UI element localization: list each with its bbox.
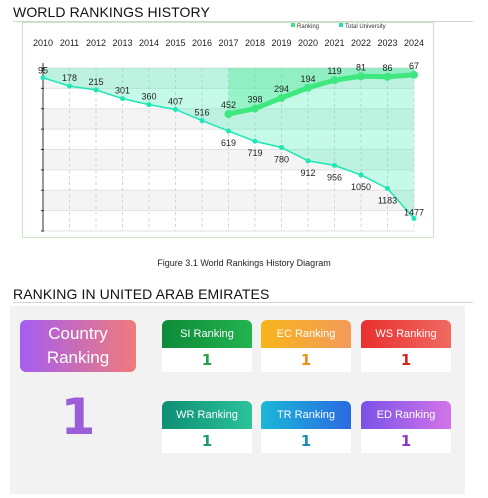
ranking-data-label: 67 xyxy=(409,61,419,71)
chart-caption: Figure 3.1 World Rankings History Diagra… xyxy=(157,258,331,268)
rank-card-value: 1 xyxy=(361,429,451,453)
total-university-point xyxy=(411,215,417,221)
legend-label: Total University xyxy=(345,24,386,30)
total-university-point xyxy=(332,162,337,168)
title-divider xyxy=(13,302,473,303)
x-tick-label: 2013 xyxy=(112,38,132,48)
rankings-chart: 2010 2011 2012 2013 2014 2015 2016 2017 2018 2019… xyxy=(22,22,434,238)
rank-card-header: WR Ranking xyxy=(162,401,252,429)
total-university-data-label: 301 xyxy=(115,86,130,96)
x-tick-label: 2018 xyxy=(245,38,265,48)
total-university-data-label: 719 xyxy=(247,148,262,158)
rank-card-header: EC Ranking xyxy=(261,320,351,348)
ws-ranking-card: WS Ranking 1 xyxy=(361,320,451,372)
rank-card-header: ED Ranking xyxy=(361,401,451,429)
total-university-point xyxy=(226,128,231,134)
rank-card-header: WS Ranking xyxy=(361,320,451,348)
x-tick-label: 2015 xyxy=(165,38,185,48)
tr-ranking-card: TR Ranking 1 xyxy=(261,401,351,453)
x-tick-label: 2016 xyxy=(192,38,212,48)
total-university-data-label: 215 xyxy=(88,77,103,87)
ranking-line xyxy=(226,72,417,117)
rank-card-value: 1 xyxy=(361,348,451,372)
world-rankings-title: WORLD RANKINGS HISTORY xyxy=(13,4,210,20)
x-tick-label: 2012 xyxy=(86,38,106,48)
ec-ranking-card: EC Ranking 1 xyxy=(261,320,351,372)
ranking-data-label: 194 xyxy=(300,74,315,84)
x-tick-label: 2023 xyxy=(377,38,397,48)
ranking-area xyxy=(228,68,414,115)
rank-card-value: 1 xyxy=(261,429,351,453)
x-tick-label: 2024 xyxy=(404,38,424,48)
wr-ranking-card: WR Ranking 1 xyxy=(162,401,252,453)
x-tick-label: 2020 xyxy=(298,38,318,48)
total-university-data-label: 407 xyxy=(168,96,183,106)
total-university-area xyxy=(43,68,414,219)
ranking-point xyxy=(383,72,392,81)
rankings-chart-svg: 2010 2011 2012 2013 2014 2015 2016 2017 2018 2019… xyxy=(33,23,424,232)
total-university-point xyxy=(40,75,46,81)
total-university-data-label: 95 xyxy=(38,66,48,76)
total-university-point xyxy=(385,186,390,192)
ranking-data-label: 86 xyxy=(382,63,392,73)
plot-band xyxy=(43,129,414,150)
title-divider xyxy=(13,21,473,22)
x-tick-label: 2010 xyxy=(33,38,53,48)
total-university-data-label: 780 xyxy=(274,154,289,164)
ranking-data-label: 119 xyxy=(327,66,341,76)
total-university-data-label: 1050 xyxy=(351,182,371,192)
ranking-data-label: 398 xyxy=(247,95,262,105)
ed-ranking-card: ED Ranking 1 xyxy=(361,401,451,453)
legend-swatch xyxy=(291,23,295,27)
total-university-data-label: 956 xyxy=(327,172,342,182)
x-tick-label: 2011 xyxy=(60,38,79,48)
total-university-data-label: 516 xyxy=(194,108,209,118)
total-university-point xyxy=(146,102,152,108)
total-university-point xyxy=(67,83,72,89)
x-tick-label: 2017 xyxy=(218,38,238,48)
total-university-point xyxy=(305,158,311,164)
total-university-data-label: 619 xyxy=(221,138,236,148)
rank-card-value: 1 xyxy=(162,429,252,453)
total-university-point xyxy=(120,96,125,102)
total-university-data-label: 1183 xyxy=(378,196,397,206)
ranking-point xyxy=(357,72,365,81)
country-ranking-card: Country Ranking xyxy=(20,320,136,372)
total-university-data-label: 178 xyxy=(62,73,77,83)
rank-card-value: 1 xyxy=(162,348,252,372)
ranking-point xyxy=(330,76,339,85)
total-university-point xyxy=(252,138,258,144)
x-tick-label: 2021 xyxy=(324,38,344,48)
total-university-point xyxy=(93,87,99,93)
legend-label: Ranking xyxy=(297,24,319,30)
ranking-point xyxy=(304,83,312,92)
total-university-data-label: 360 xyxy=(141,92,156,102)
total-university-point xyxy=(173,106,178,112)
ranking-point xyxy=(251,104,259,113)
rank-card-header: TR Ranking xyxy=(261,401,351,429)
total-university-point xyxy=(199,118,205,124)
total-university-point xyxy=(279,144,284,150)
ranking-data-label: 294 xyxy=(274,84,289,94)
x-tick-label: 2019 xyxy=(271,38,291,48)
rank-card-header: SI Ranking xyxy=(162,320,252,348)
x-tick-label: 2014 xyxy=(139,38,159,48)
rank-card-value: 1 xyxy=(261,348,351,372)
country-ranking-value: 1 xyxy=(60,388,96,446)
total-university-data-label: 912 xyxy=(300,168,315,178)
ranking-data-label: 452 xyxy=(221,100,236,110)
uae-ranking-title: RANKING IN UNITED ARAB EMIRATES xyxy=(13,286,270,302)
ranking-point xyxy=(277,93,286,102)
x-tick-label: 2022 xyxy=(351,38,371,48)
legend-swatch xyxy=(339,23,343,27)
ranking-data-label: 81 xyxy=(356,62,366,72)
total-university-point xyxy=(358,172,364,178)
ranking-point xyxy=(224,110,233,119)
ranking-point xyxy=(410,70,418,79)
total-university-data-label: 1477 xyxy=(404,207,424,217)
plot-band xyxy=(43,169,414,191)
si-ranking-card: SI Ranking 1 xyxy=(162,320,252,372)
